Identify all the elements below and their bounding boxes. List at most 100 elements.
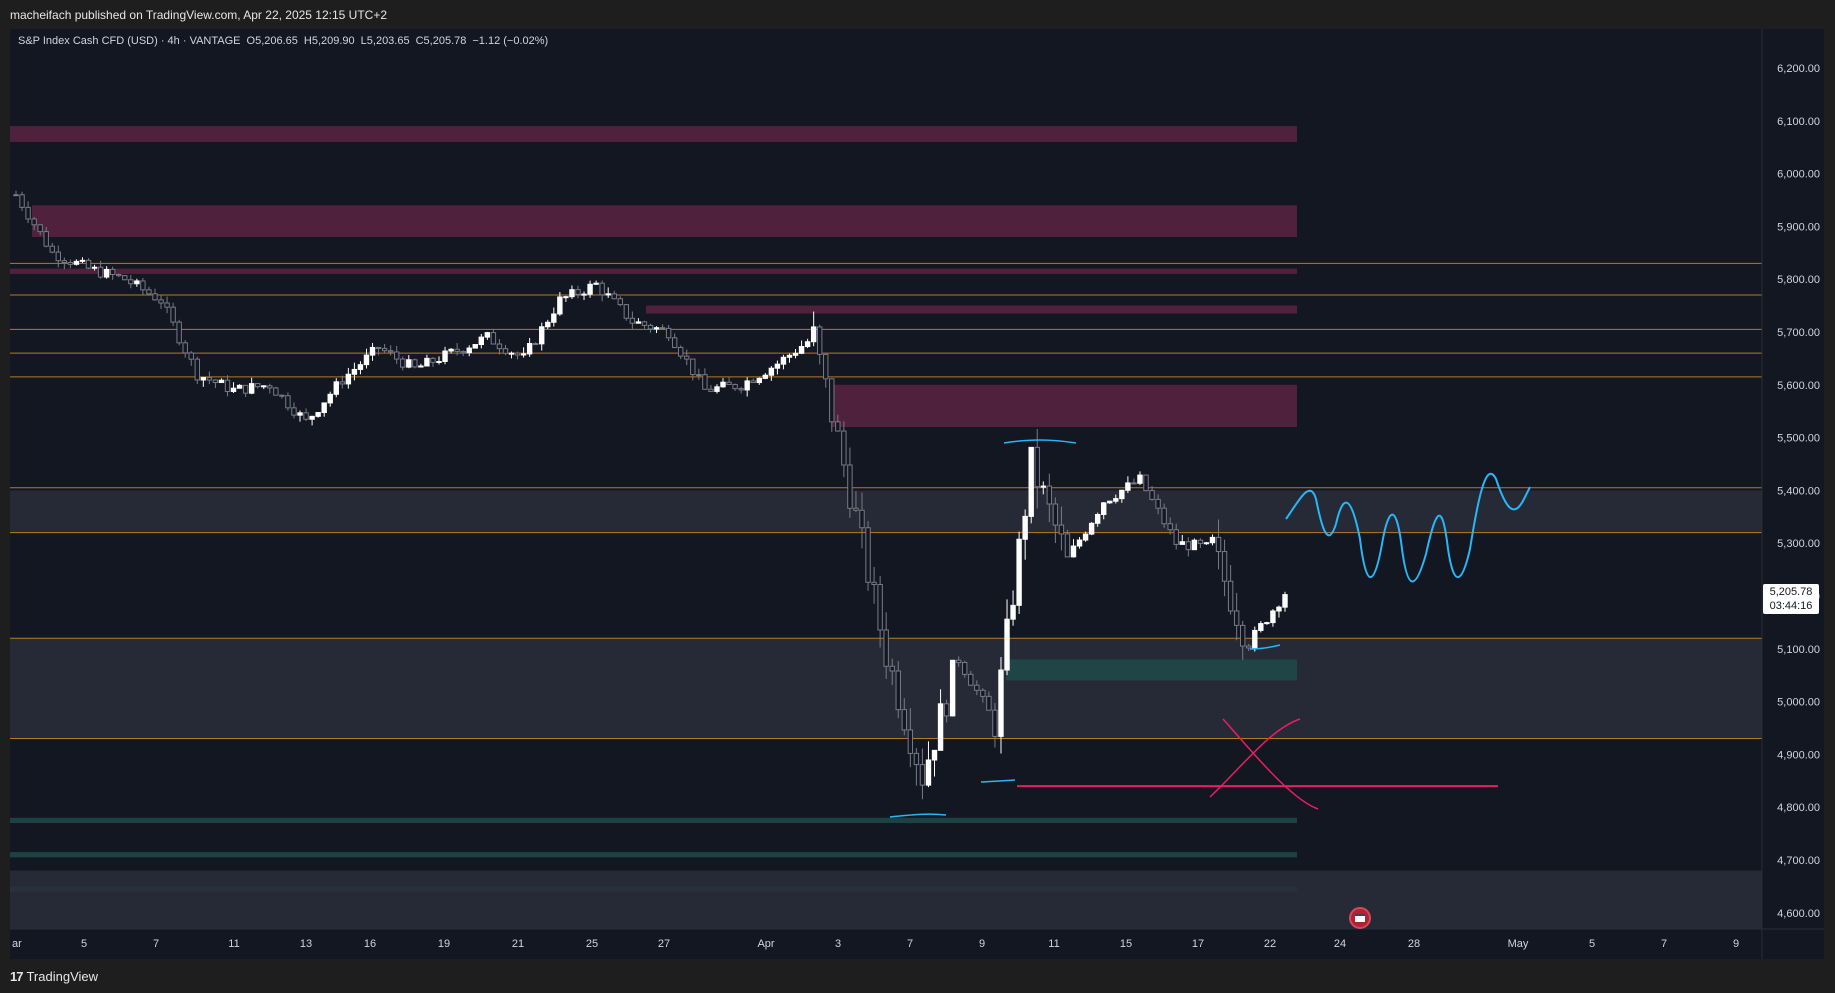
candle-body — [146, 289, 152, 295]
candle-body — [122, 275, 128, 281]
candle-body — [581, 293, 587, 296]
price-tick-label: 5,400.00 — [1777, 485, 1820, 497]
candle-body — [460, 350, 466, 354]
candle-body — [424, 357, 430, 367]
candle-body — [85, 259, 92, 269]
us-flag-event-icon[interactable] — [1349, 907, 1371, 929]
candle-body — [418, 365, 424, 368]
candle-body — [508, 352, 515, 355]
candle-body — [1282, 594, 1288, 608]
candle-body — [1113, 498, 1119, 502]
candle-body — [817, 326, 823, 355]
candle-body — [61, 260, 68, 263]
candle-body — [55, 251, 61, 262]
candle-body — [1258, 623, 1264, 631]
candle-body — [49, 245, 55, 253]
candle-body — [188, 352, 194, 360]
candle-body — [1221, 551, 1228, 582]
candle-body — [859, 509, 865, 529]
candle-body — [267, 385, 273, 389]
candle-body — [400, 358, 406, 368]
time-tick-label: 5 — [81, 938, 87, 950]
candle-body — [702, 374, 708, 390]
cross-stroke-1 — [1222, 718, 1319, 810]
candle-body — [430, 357, 436, 363]
price-change: −1.12 (−0.02%) — [472, 35, 549, 47]
zone-neutral-5 — [10, 490, 1762, 533]
candle-body — [1264, 622, 1270, 625]
zone-support-8 — [10, 817, 1297, 824]
candle-body — [1064, 533, 1071, 558]
candle-body — [369, 346, 376, 356]
candle-body — [242, 384, 249, 394]
candle-body — [986, 695, 992, 711]
candle-body — [1034, 446, 1040, 488]
candle-body — [212, 379, 219, 384]
candle-body — [134, 280, 140, 285]
ohlc-close: C5,205.78 — [415, 35, 467, 47]
candle-body — [847, 464, 853, 509]
candle-body — [218, 379, 225, 384]
candle-body — [116, 273, 122, 277]
ohlc-open: O5,206.65 — [246, 35, 298, 47]
candle-body — [309, 415, 315, 420]
candle-body — [351, 368, 358, 375]
price-tick-label: 5,500.00 — [1777, 433, 1820, 445]
symbol-title[interactable]: S&P Index Cash CFD (USD) · 4h · VANTAGE — [18, 35, 241, 47]
time-tick-label: ar — [12, 938, 22, 950]
time-tick-label: 21 — [512, 938, 524, 950]
candle-body — [659, 327, 666, 330]
candle-body — [762, 374, 769, 379]
price-tick-label: 4,800.00 — [1777, 802, 1820, 814]
candle-body — [381, 348, 388, 352]
candle-body — [907, 729, 914, 754]
price-tick-label: 5,100.00 — [1777, 644, 1820, 656]
candle-body — [224, 379, 231, 392]
footer-bar: 17 TradingView — [0, 960, 1835, 993]
candle-body — [696, 374, 702, 377]
cross-stroke-2 — [1209, 718, 1301, 798]
candle-body — [375, 346, 382, 350]
candle-body — [1209, 536, 1216, 544]
candle-body — [732, 383, 738, 390]
candle-body — [943, 703, 950, 717]
candle-body — [321, 402, 327, 414]
candle-body — [1167, 523, 1173, 531]
swing-low-mark-2 — [980, 779, 1016, 783]
candle-body — [394, 351, 400, 360]
zone-support-9 — [10, 852, 1297, 858]
candle-body — [835, 421, 841, 432]
time-tick-label: 11 — [1048, 938, 1059, 950]
time-tick-label: 27 — [658, 938, 670, 950]
candle-body — [1173, 529, 1179, 545]
price-chart[interactable]: 4,600.00 4,700.00 4,800.00 4,900.00 5,000.00… — [10, 29, 1824, 959]
candle-body — [617, 298, 623, 306]
candle-body — [889, 665, 895, 672]
candle-body — [545, 321, 551, 328]
candle-body — [200, 377, 207, 381]
candle-body — [804, 341, 811, 348]
candle-body — [109, 268, 116, 275]
candle-body — [490, 332, 497, 345]
candle-body — [992, 709, 998, 737]
tradingview-logo[interactable]: 17 TradingView — [0, 969, 98, 984]
candle-body — [520, 353, 527, 356]
candle-body — [1270, 610, 1276, 624]
candle-body — [1197, 539, 1204, 544]
candle-body — [1088, 522, 1095, 535]
candle-body — [1107, 500, 1113, 504]
candle-body — [968, 673, 974, 686]
candle-body — [1246, 645, 1252, 649]
time-tick-label: 25 — [586, 938, 598, 950]
candle-body — [333, 381, 339, 395]
tradingview-logo-text: TradingView — [26, 969, 99, 984]
candle-body — [1119, 489, 1125, 500]
swing-low-mark — [889, 813, 947, 818]
candle-body — [339, 381, 346, 385]
candle-body — [1161, 507, 1167, 525]
candle-body — [67, 261, 74, 265]
candle-body — [176, 321, 182, 344]
candle-body — [73, 260, 80, 265]
time-tick-label: 13 — [300, 938, 312, 950]
candle-body — [665, 327, 672, 339]
